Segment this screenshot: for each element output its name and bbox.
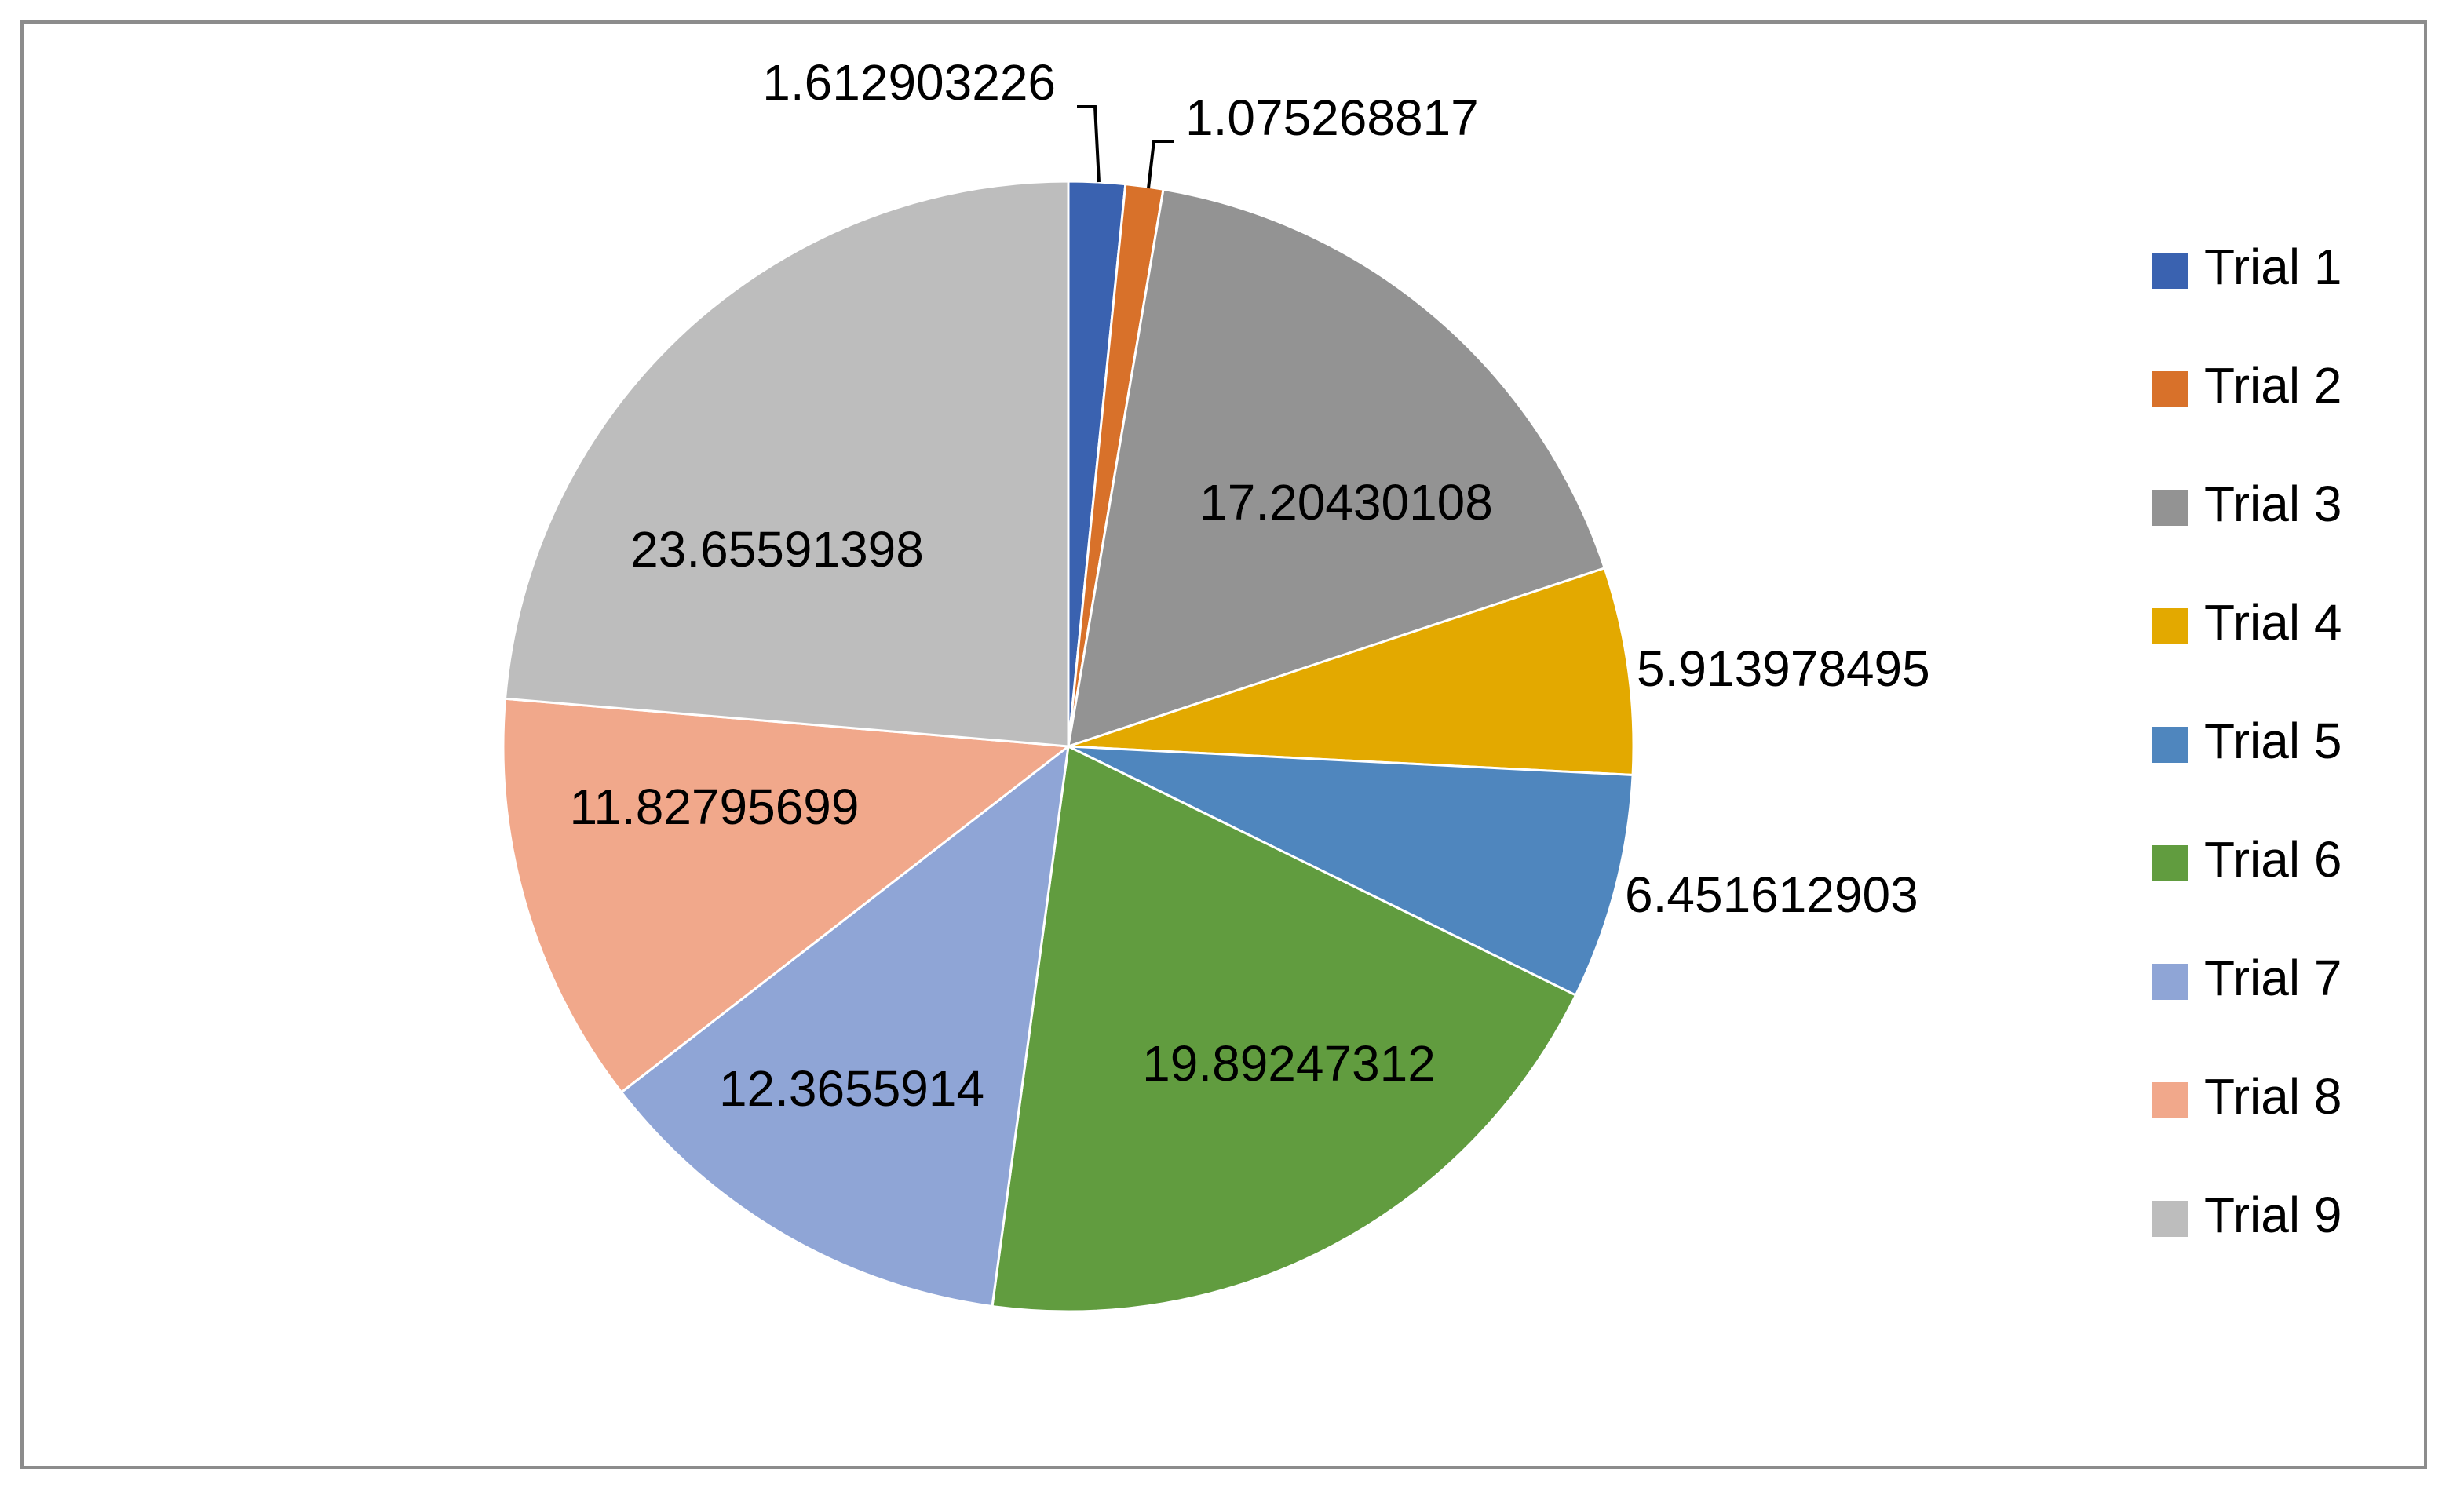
legend-label-5: Trial 5 [2204,713,2342,769]
legend-swatch-9 [2152,1201,2188,1237]
data-label-4: 5.913978495 [1637,640,1930,697]
pie-slices [502,180,1635,1313]
data-label-5: 6.451612903 [1625,866,1918,923]
data-label-6: 19.89247312 [1142,1035,1436,1092]
leader-lines [1077,105,1174,189]
legend-label-8: Trial 8 [2204,1068,2342,1125]
leader-line-2 [1147,140,1174,189]
legend-label-2: Trial 2 [2204,357,2342,414]
pie-slice-3 [1067,188,1607,749]
legend-swatch-3 [2152,490,2188,526]
pie-slice-7 [619,743,1070,1308]
legend-swatch-7 [2152,964,2188,1000]
pie-slice-9 [503,180,1070,748]
legend-swatch-5 [2152,727,2188,763]
data-labels: 1.612903226 1.075268817 17.20430108 5.91397… [570,54,1930,1117]
data-label-7: 12.3655914 [719,1060,984,1117]
legend-swatch-8 [2152,1082,2188,1118]
legend-label-4: Trial 4 [2204,594,2342,651]
legend-label-9: Trial 9 [2204,1187,2342,1243]
legend-label-3: Trial 3 [2204,476,2342,532]
pie-slice-8 [502,697,1071,1094]
legend-swatch-2 [2152,371,2188,407]
legend: Trial 1 Trial 2 Trial 3 Trial 4 Trial 5 Trial… [2152,239,2342,1243]
pie-slice-4 [1068,566,1635,777]
legend-swatch-6 [2152,845,2188,881]
data-label-8: 11.82795699 [570,779,860,835]
legend-label-7: Trial 7 [2204,950,2342,1006]
legend-label-1: Trial 1 [2204,239,2342,295]
legend-swatch-1 [2152,253,2188,289]
data-label-2: 1.075268817 [1185,89,1479,146]
legend-swatch-4 [2152,608,2188,644]
data-label-3: 17.20430108 [1199,474,1493,531]
leader-line-1 [1077,105,1101,183]
data-label-9: 23.65591398 [630,521,924,578]
pie-slice-6 [991,744,1578,1313]
legend-label-6: Trial 6 [2204,831,2342,888]
data-label-1: 1.612903226 [762,54,1056,111]
pie-slice-5 [1068,745,1634,998]
